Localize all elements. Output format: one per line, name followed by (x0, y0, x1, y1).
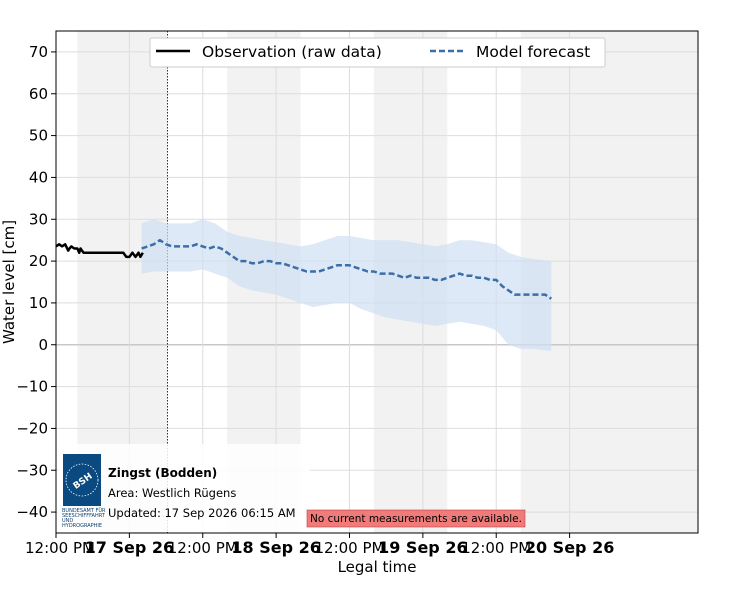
legend-box (149, 37, 606, 68)
y-tick-label-9: 50 (29, 127, 48, 145)
x-tick-label-0: 12:00 PM (25, 539, 95, 557)
y-tick-label-7: 30 (29, 210, 48, 228)
logo-square (63, 454, 101, 506)
station-info-box: BSH BUNDESAMT FÜR SEESCHIFFFAHRT UND HYD… (58, 444, 310, 532)
legend: Observation (raw data) Model forecast (149, 37, 606, 68)
x-axis-title: Legal time (338, 558, 417, 576)
x-tick-label-1: 17 Sep 26 (85, 538, 175, 557)
x-tick-label-2: 12:00 PM (168, 539, 238, 557)
y-tick-label-1: −30 (16, 461, 48, 479)
logo-caption-4: HYDROGRAPHIE (62, 523, 102, 529)
series-lines (55, 238, 552, 300)
legend-observation-label: Observation (raw data) (202, 43, 382, 61)
plot-frame (55, 30, 699, 534)
forecast-uncertainty-band (141, 219, 552, 351)
series-line-1 (141, 238, 552, 300)
x-tick-label-6: 12:00 PM (461, 539, 531, 557)
station-area: Area: Westlich Rügens (108, 486, 236, 500)
notice-text: No current measurements are available. (310, 513, 522, 525)
notice-background (306, 509, 526, 528)
y-tick-label-11: 70 (29, 43, 48, 61)
x-tick-label-5: 19 Sep 26 (378, 538, 468, 557)
y-tick-label-5: 10 (29, 294, 48, 312)
y-axis: −40 −30 −20 −10 0 10 20 30 40 50 60 70 (16, 43, 56, 521)
uncertainty-band (141, 219, 552, 351)
y-tick-label-6: 20 (29, 252, 48, 270)
x-tick-label-7: 20 Sep 26 (525, 538, 615, 557)
y-tick-label-3: −10 (16, 378, 48, 396)
y-tick-label-4: 0 (38, 336, 48, 354)
logo-caption-1: BUNDESAMT FÜR (62, 507, 106, 514)
logo-caption-3: UND (62, 518, 73, 524)
y-tick-label-10: 60 (29, 85, 48, 103)
y-axis-title: Water level [cm] (0, 220, 18, 344)
logo-caption-2: SEESCHIFFFAHRT (62, 513, 106, 519)
updated-time: Updated: 17 Sep 2026 06:15 AM (108, 506, 296, 520)
station-name: Zingst (Bodden) (108, 466, 217, 480)
x-tick-label-3: 18 Sep 26 (231, 538, 321, 557)
bsh-logo: BSH BUNDESAMT FÜR SEESCHIFFFAHRT UND HYD… (62, 454, 106, 529)
logo-star-ring (65, 463, 99, 497)
y-tick-label-2: −20 (16, 419, 48, 437)
no-measurements-notice: No current measurements are available. (306, 509, 526, 528)
y-tick-label-0: −40 (16, 503, 48, 521)
legend-forecast-label: Model forecast (476, 43, 590, 61)
x-tick-label-4: 12:00 PM (314, 539, 384, 557)
y-tick-label-8: 40 (29, 168, 48, 186)
series-line-0 (55, 243, 144, 259)
